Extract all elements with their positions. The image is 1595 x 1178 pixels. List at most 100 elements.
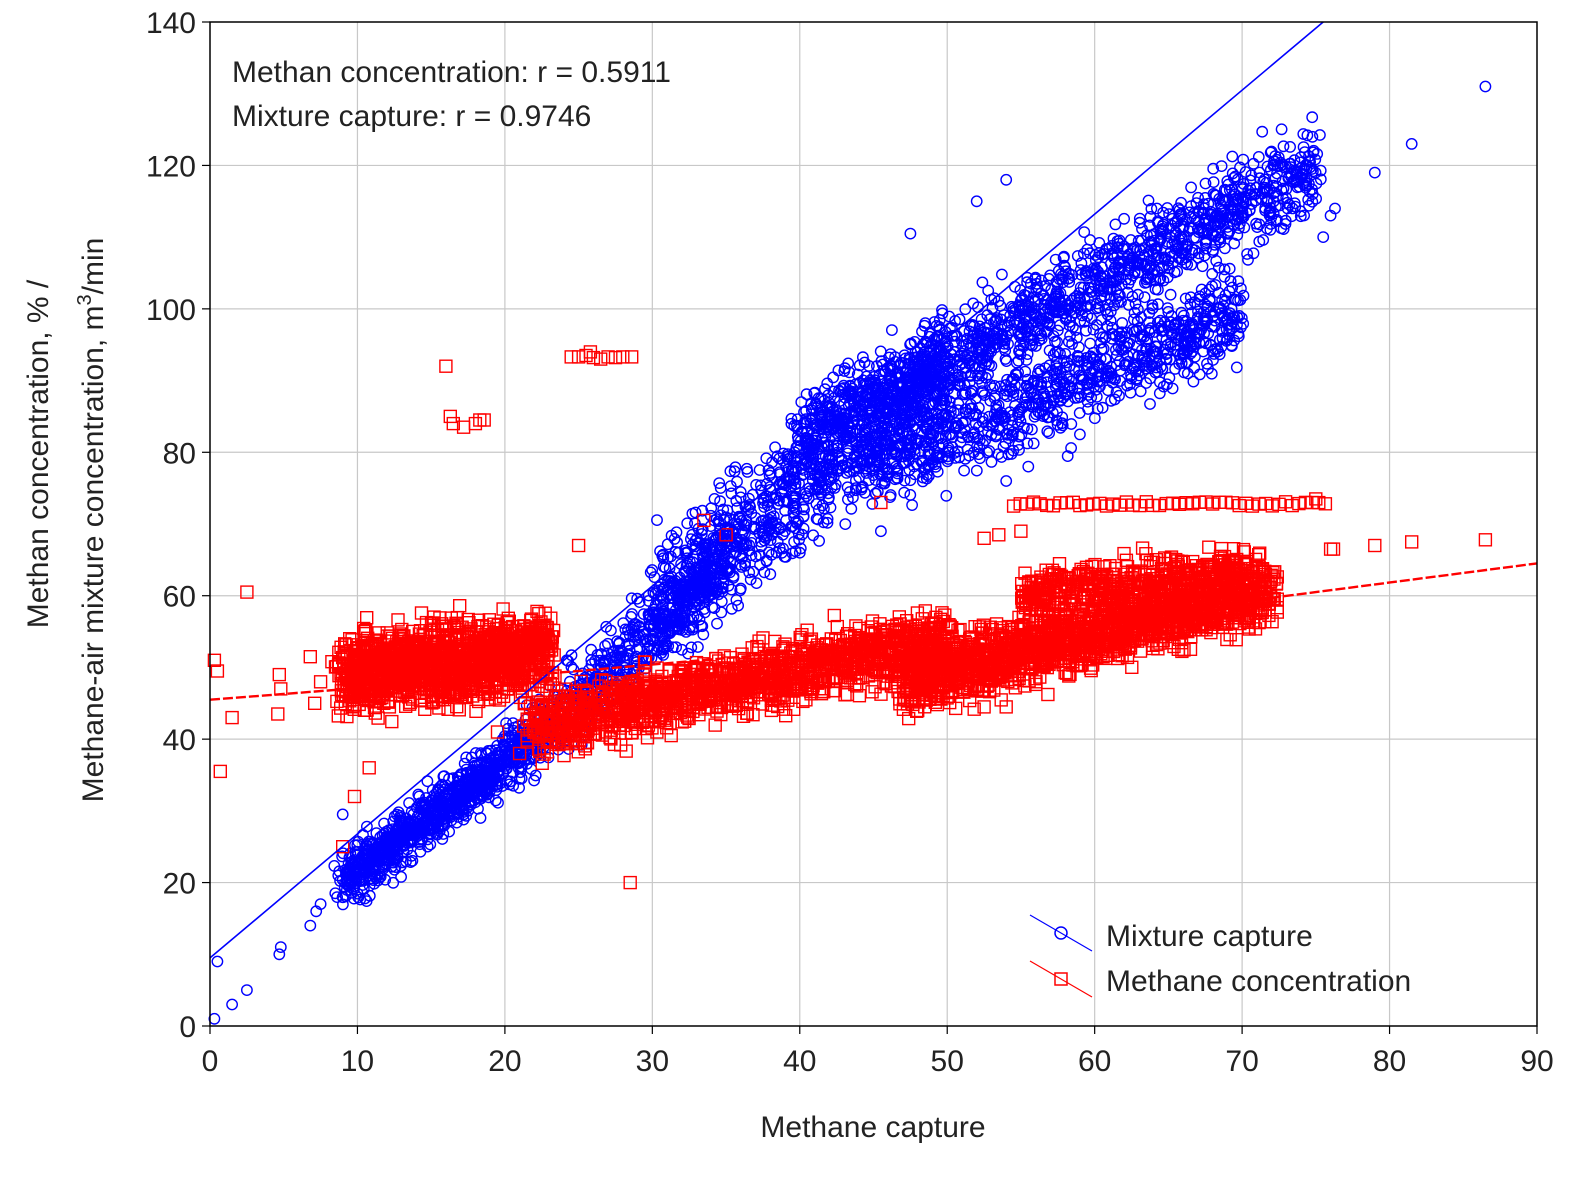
mixture-capture-point-c0 [332,869,345,882]
mixture-capture-point-c0 [408,816,421,829]
mixture-capture-point-c1 [670,641,682,653]
mixture-capture-point-c0 [507,779,520,792]
mixture-capture-point-c0 [497,767,510,779]
mixture-capture-point-c0 [436,819,449,832]
mixture-capture-point-c2 [697,628,710,641]
mixture-capture-point-c2 [646,612,659,625]
mixture-capture-point-c2 [766,456,778,469]
mixture-capture-point-c2 [646,564,659,576]
mixture-capture-point-c2 [754,479,767,492]
mixture-capture-point-c2 [886,324,898,336]
mixture-capture-point-c0 [413,790,426,803]
mixture-capture-point-c1 [642,651,655,664]
mixture-capture-point-c0 [404,856,417,868]
mixture-capture-point-c0 [477,775,489,788]
mixture-capture-point-c0 [465,774,478,787]
mixture-capture-point-c1 [529,769,542,782]
mixture-capture-point-c2 [714,495,726,508]
mixture-capture-point-c0 [387,876,400,889]
mixture-capture-point-c0 [450,816,463,829]
mixture-capture-point-c0 [402,815,415,828]
mixture-capture-point-c0 [492,796,504,809]
mixture-capture-point-c1 [602,637,614,650]
mixture-capture-point-c2 [794,542,807,555]
mixture-capture-point-c1 [619,623,632,636]
mixture-capture-point-c1 [630,656,643,669]
mixture-capture-point-c1 [631,592,644,605]
mixture-capture-point-c0 [359,892,371,905]
mixture-capture-point-c1 [617,617,630,629]
mixture-capture-point-c0 [346,874,359,887]
mixture-capture-point-c2 [750,577,763,589]
mixture-capture-point-c0 [448,806,460,818]
mixture-capture-point-c2 [762,546,775,559]
mixture-capture-point-c1 [612,644,624,657]
mixture-capture-point-c0 [489,794,502,807]
mixture-capture-point-c0 [373,871,385,884]
mixture-capture-point-c1 [583,677,595,689]
mixture-capture-point-c1 [623,644,636,657]
mixture-capture-point-c0 [516,761,528,773]
mixture-capture-point-c1 [567,663,580,676]
mixture-capture-point-c2 [747,565,760,578]
mixture-capture-point-c0 [393,814,406,826]
mixture-capture-point-c0 [455,768,468,781]
mixture-capture-point-c0 [431,809,444,822]
mixture-capture-point-c2 [656,550,669,562]
mixture-capture-point-c0 [413,833,426,846]
mixture-capture-point-c1 [607,646,620,658]
mixture-capture-point-c0 [457,776,470,789]
mixture-capture-point-c0 [360,895,373,907]
mixture-capture-point-c0 [424,823,436,835]
mixture-capture-point-c2 [662,574,674,587]
mixture-capture-point-c0 [336,898,349,911]
mixture-capture-point-c2 [696,620,709,633]
mixture-capture-point-c2 [661,628,674,640]
mixture-capture-point-c0 [340,884,353,896]
mixture-capture-point-c0 [386,827,399,839]
mixture-capture-point-c1 [629,618,642,631]
mixture-capture-point-c0 [348,880,361,893]
mixture-capture-point-c0 [363,859,376,872]
mixture-capture-point-c2 [708,602,721,614]
mixture-capture-point-c2 [728,465,741,478]
mixture-capture-point-c0 [410,822,423,835]
mixture-capture-point-c0 [485,778,497,790]
mixture-capture-point-c2 [680,559,693,572]
mixture-capture-point-c0 [513,773,526,785]
mixture-capture-point-c0 [425,794,438,807]
mixture-capture-point-c2 [650,644,663,657]
mixture-capture-point-c2 [672,547,685,559]
mixture-capture-point-c0 [436,778,449,791]
mixture-capture-point-c1 [592,672,605,685]
mixture-capture-point-c0 [500,717,512,730]
mixture-capture-point-c1 [591,649,604,661]
mixture-capture-point-c2 [744,573,757,586]
mixture-capture-point-c0 [414,845,427,858]
mixture-capture-point-c0 [523,752,535,765]
mixture-capture-point-c2 [682,647,694,660]
mixture-capture-point-c2 [657,605,670,618]
mixture-capture-point-c1 [631,643,643,656]
mixture-capture-point-c0 [425,827,437,840]
mixture-capture-point-c0 [434,781,446,793]
mixture-capture-point-c2 [716,582,729,595]
mixture-capture-point-c0 [438,770,451,783]
mixture-capture-point-c0 [339,890,352,903]
mixture-capture-point-c0 [347,892,360,905]
mixture-capture-point-c0 [378,860,390,873]
mixture-capture-point-c0 [410,801,423,814]
mixture-capture-point-c2 [764,483,777,496]
mixture-capture-point-c2 [845,502,858,515]
mixture-capture-point-c2 [740,462,753,475]
mixture-capture-point-c2 [839,518,852,530]
mixture-capture-point-c0 [357,859,370,872]
mixture-capture-point-c1 [628,635,641,648]
mixture-capture-point-c0 [388,828,401,841]
mixture-capture-point-c0 [399,830,412,843]
mixture-capture-point-c0 [447,796,460,809]
mixture-capture-point-c0 [344,858,357,871]
mixture-capture-point-c0 [358,842,371,855]
mixture-capture-point-c2 [648,571,661,583]
